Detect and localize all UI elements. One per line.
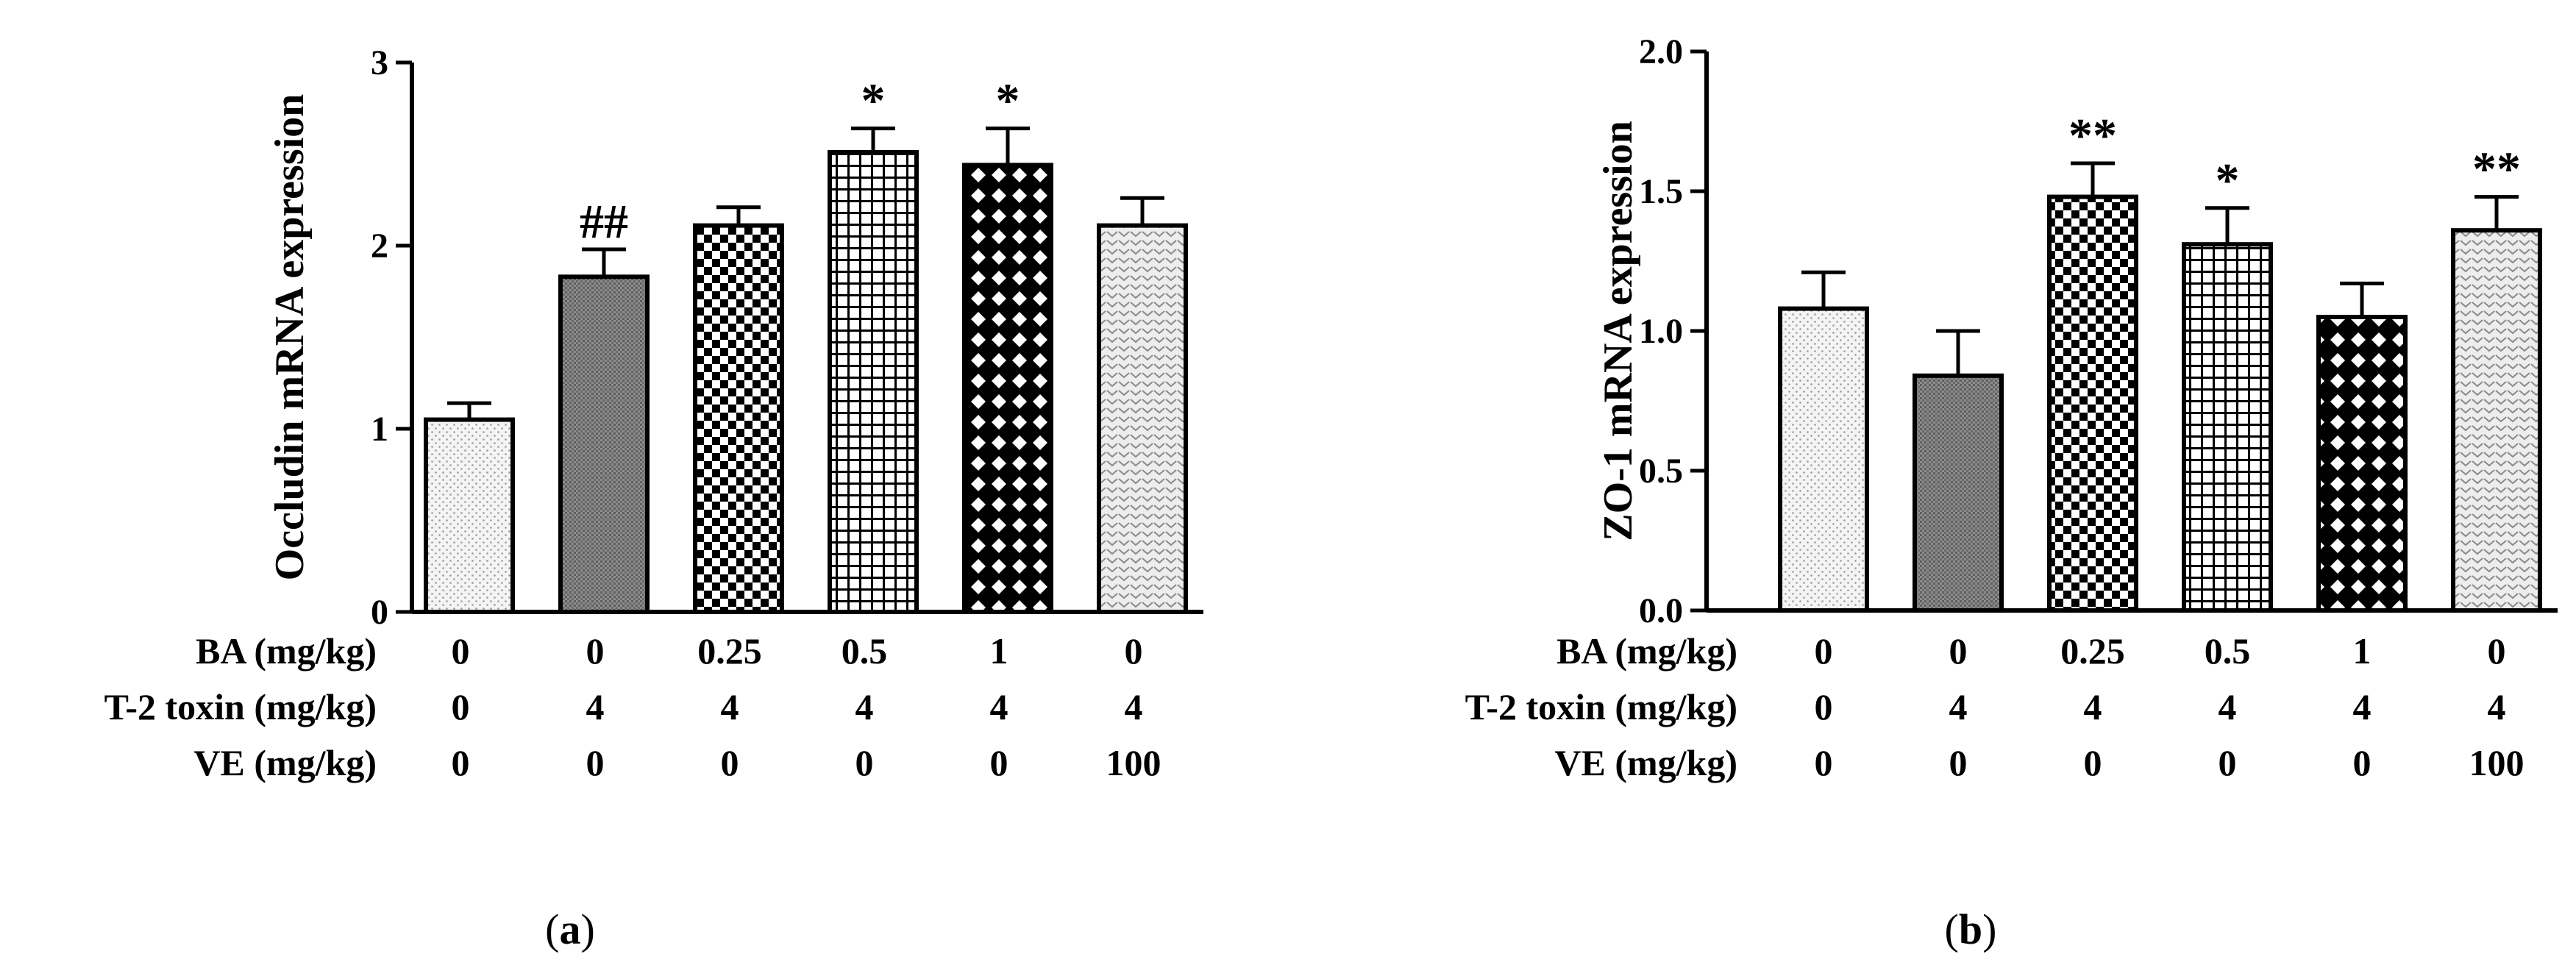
y-tick-label: 0.5 bbox=[1639, 452, 1683, 491]
table-cell: 0 bbox=[990, 742, 1008, 783]
y-tick-label: 3 bbox=[371, 43, 388, 82]
table-cell: 0 bbox=[586, 742, 605, 783]
bar-4 bbox=[2182, 242, 2273, 613]
table-cell: 0 bbox=[452, 630, 470, 672]
bar-5 bbox=[2316, 315, 2408, 613]
significance-marker: * bbox=[2216, 154, 2240, 207]
y-tick-label: 1.5 bbox=[1639, 172, 1683, 211]
bar-3 bbox=[2047, 194, 2138, 613]
significance-marker: * bbox=[996, 74, 1020, 128]
table-cell: 0 bbox=[855, 742, 874, 783]
table-row-label: T-2 toxin (mg/kg) bbox=[104, 686, 377, 727]
table-cell: 0 bbox=[1815, 686, 1833, 727]
table-cell: 0 bbox=[2219, 742, 2237, 783]
table-cell: 0.25 bbox=[2060, 630, 2125, 672]
table-cell: 4 bbox=[1949, 686, 1968, 727]
table-row-label: BA (mg/kg) bbox=[1556, 630, 1737, 672]
table-cell: 0 bbox=[2084, 742, 2102, 783]
table-cell: 0 bbox=[452, 686, 470, 727]
y-tick-label: 1 bbox=[371, 410, 388, 449]
table-cell: 4 bbox=[990, 686, 1008, 727]
table-cell: 100 bbox=[2469, 742, 2525, 783]
bar-1 bbox=[424, 417, 515, 614]
table-cell: 1 bbox=[990, 630, 1008, 672]
bar-1 bbox=[1778, 306, 1869, 613]
table-cell: 4 bbox=[2219, 686, 2237, 727]
table-cell: 0 bbox=[1815, 742, 1833, 783]
table-row-label: T-2 toxin (mg/kg) bbox=[1465, 686, 1737, 727]
significance-marker: ** bbox=[2068, 109, 2117, 163]
bar-4 bbox=[828, 150, 919, 614]
table-cell: 4 bbox=[2353, 686, 2372, 727]
y-tick-label: 2 bbox=[371, 227, 388, 266]
table-cell: 0 bbox=[1949, 630, 1968, 672]
y-axis-title: ZO-1 mRNA expression bbox=[1595, 121, 1641, 541]
table-cell: 4 bbox=[855, 686, 874, 727]
table-row-label: VE (mg/kg) bbox=[193, 742, 377, 783]
table-cell: 4 bbox=[2488, 686, 2506, 727]
table-cell: 0.5 bbox=[2205, 630, 2251, 672]
table-cell: 0 bbox=[2353, 742, 2372, 783]
table-cell: 4 bbox=[586, 686, 605, 727]
table-cell: 1 bbox=[2353, 630, 2372, 672]
table-row-label: BA (mg/kg) bbox=[196, 630, 377, 672]
table-cell: 100 bbox=[1106, 742, 1161, 783]
table-cell: 0.5 bbox=[842, 630, 888, 672]
bar-2 bbox=[1913, 373, 2004, 613]
table-cell: 0.25 bbox=[697, 630, 762, 672]
bar-6 bbox=[2451, 228, 2542, 613]
panel-caption: (a) bbox=[545, 905, 595, 953]
bar-3 bbox=[693, 223, 784, 614]
table-cell: 4 bbox=[721, 686, 739, 727]
table-cell: 4 bbox=[2084, 686, 2102, 727]
significance-marker: * bbox=[861, 74, 886, 128]
significance-marker: ** bbox=[2472, 143, 2521, 196]
table-row-label: VE (mg/kg) bbox=[1554, 742, 1737, 783]
y-tick-label: 1.0 bbox=[1639, 312, 1683, 351]
bar-6 bbox=[1097, 223, 1188, 614]
significance-marker: ## bbox=[580, 195, 628, 249]
table-cell: 0 bbox=[586, 630, 605, 672]
y-axis-title: Occludin mRNA expression bbox=[267, 94, 313, 581]
y-tick-label: 0 bbox=[371, 593, 388, 632]
panel-a: 0 1 2 3 Occludin mRNA expression ## * * BA (mg/k… bbox=[104, 43, 1203, 953]
y-tick-label: 0.0 bbox=[1639, 591, 1683, 630]
table-cell: 4 bbox=[1125, 686, 1143, 727]
table-cell: 0 bbox=[1949, 742, 1968, 783]
y-tick-label: 2.0 bbox=[1639, 32, 1683, 71]
table-cell: 0 bbox=[2488, 630, 2506, 672]
panel-caption: (b) bbox=[1945, 905, 1997, 953]
table-cell: 0 bbox=[1815, 630, 1833, 672]
bar-2 bbox=[558, 274, 650, 614]
panel-b: 0.00.51.01.52.0ZO-1 mRNA expression *** **… bbox=[1465, 32, 2558, 953]
table-cell: 0 bbox=[1125, 630, 1143, 672]
table-cell: 0 bbox=[721, 742, 739, 783]
table-cell: 0 bbox=[452, 742, 470, 783]
bar-5 bbox=[962, 163, 1053, 614]
